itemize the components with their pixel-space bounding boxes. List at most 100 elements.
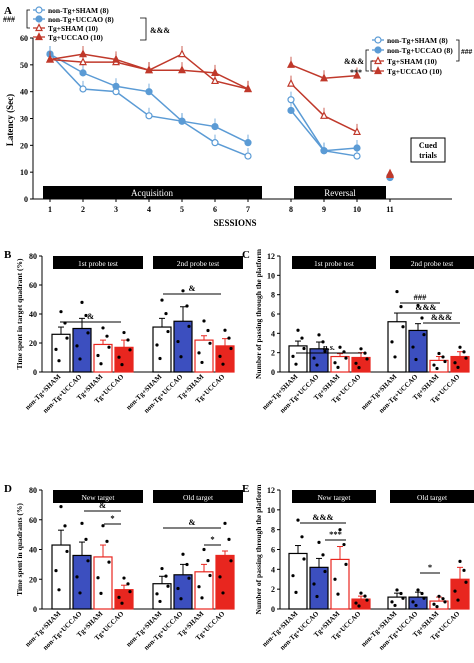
point-0-7 <box>244 152 252 160</box>
bar-0-0 <box>51 333 71 373</box>
group-header-0 <box>53 256 143 269</box>
point-2-2 <box>79 57 87 66</box>
data-dot <box>344 356 348 360</box>
data-dot <box>63 524 67 528</box>
sig-label: & <box>99 500 106 510</box>
panel-label-b: B <box>4 249 12 261</box>
data-dot <box>78 591 82 595</box>
sig-acq-left: ### <box>3 15 15 24</box>
sig-label: * <box>110 513 114 523</box>
data-dot <box>354 361 358 365</box>
point-3-7 <box>244 84 252 93</box>
group-header-1 <box>390 256 474 269</box>
data-dot <box>78 357 82 361</box>
data-dot <box>437 351 441 356</box>
data-dot <box>117 355 121 359</box>
y-tick-label: 6 <box>271 310 275 319</box>
point-2-8 <box>287 78 295 87</box>
data-dot <box>317 540 321 544</box>
data-dot <box>333 361 337 365</box>
data-dot <box>411 600 415 604</box>
point-1-4 <box>145 88 153 96</box>
data-dot <box>336 365 340 369</box>
y-axis-label: Number of passing through the platform <box>254 248 263 379</box>
data-dot <box>302 557 306 561</box>
data-dot <box>197 351 201 355</box>
data-dot <box>117 595 121 599</box>
y-tick-label: 80 <box>29 252 37 261</box>
y-tick-label: 60 <box>29 516 37 525</box>
point-3-8 <box>287 59 295 68</box>
bar-0-0 <box>51 544 71 610</box>
data-dot <box>312 582 316 586</box>
point-1-5 <box>178 117 186 125</box>
point-1-9 <box>320 147 328 155</box>
data-dot <box>291 574 295 578</box>
data-dot <box>321 340 325 344</box>
data-dot <box>416 303 420 308</box>
bar-1-0 <box>387 321 407 373</box>
y-tick-label: 10 <box>20 168 28 177</box>
data-dot <box>300 336 304 340</box>
data-dot <box>227 537 231 541</box>
legend-marker-right-0 <box>374 36 382 44</box>
data-dot <box>414 603 418 608</box>
data-dot <box>354 601 358 605</box>
data-dot <box>107 345 111 349</box>
legend-marker-right-1 <box>374 46 382 54</box>
legend-label-3: Tg+UCCAO (10) <box>48 33 103 42</box>
data-dot <box>99 591 103 595</box>
data-dot <box>443 600 447 604</box>
data-dot <box>294 590 298 594</box>
bar-0-0 <box>288 552 308 610</box>
data-dot <box>435 366 439 371</box>
y-tick-label: 4 <box>271 565 275 574</box>
data-dot <box>75 575 79 579</box>
legend-label-right-0: non-Tg+SHAM (8) <box>387 36 448 45</box>
data-dot <box>126 338 130 342</box>
x-tick-label: 1 <box>48 205 52 214</box>
x-axis-label: SESSIONS <box>213 218 256 228</box>
y-tick-label: 12 <box>267 486 275 495</box>
data-dot <box>414 357 418 362</box>
data-dot <box>101 524 105 528</box>
panel-e: E 0 2 4 6 8 10 12 Number of passing through the … <box>242 483 474 652</box>
bracket-acq-right <box>140 17 147 41</box>
data-dot <box>453 589 457 593</box>
point-2-9 <box>320 110 328 119</box>
x-tick-label: 9 <box>322 205 326 214</box>
y-tick-label: 20 <box>29 339 37 348</box>
data-dot <box>59 505 63 509</box>
data-dot <box>187 576 191 580</box>
cued-trials-box <box>410 137 446 163</box>
x-tick-label: 8 <box>289 205 293 214</box>
y-tick-label: 40 <box>29 310 37 319</box>
legend-marker-3 <box>35 32 43 41</box>
point-cued-3 <box>386 170 394 178</box>
data-dot <box>218 575 222 579</box>
sig-acq-right: &&& <box>150 26 170 35</box>
group-label-1: Old target <box>183 493 214 502</box>
x-tick-label: 3 <box>114 205 118 214</box>
legend-marker-right-2 <box>374 56 382 65</box>
data-dot <box>107 560 111 564</box>
data-dot <box>128 348 132 352</box>
data-dot <box>296 328 300 332</box>
data-dot <box>96 576 100 580</box>
group-header-0 <box>292 490 376 503</box>
sig-rev-left: &&& <box>344 57 364 66</box>
x-tick-label: 4 <box>147 205 151 214</box>
data-dot <box>323 569 327 574</box>
data-dot <box>160 566 164 571</box>
data-dot <box>223 328 227 332</box>
cued-trials-label: Cued <box>419 141 438 150</box>
data-dot <box>208 573 212 578</box>
x-tick-label: 11 <box>386 205 394 214</box>
bar-1-2 <box>194 571 214 610</box>
data-dot <box>166 584 170 588</box>
legend-label-1: non-Tg+UCCAO (8) <box>48 15 114 24</box>
data-dot <box>390 600 394 604</box>
point-3-9 <box>320 73 328 82</box>
data-dot <box>443 359 447 364</box>
